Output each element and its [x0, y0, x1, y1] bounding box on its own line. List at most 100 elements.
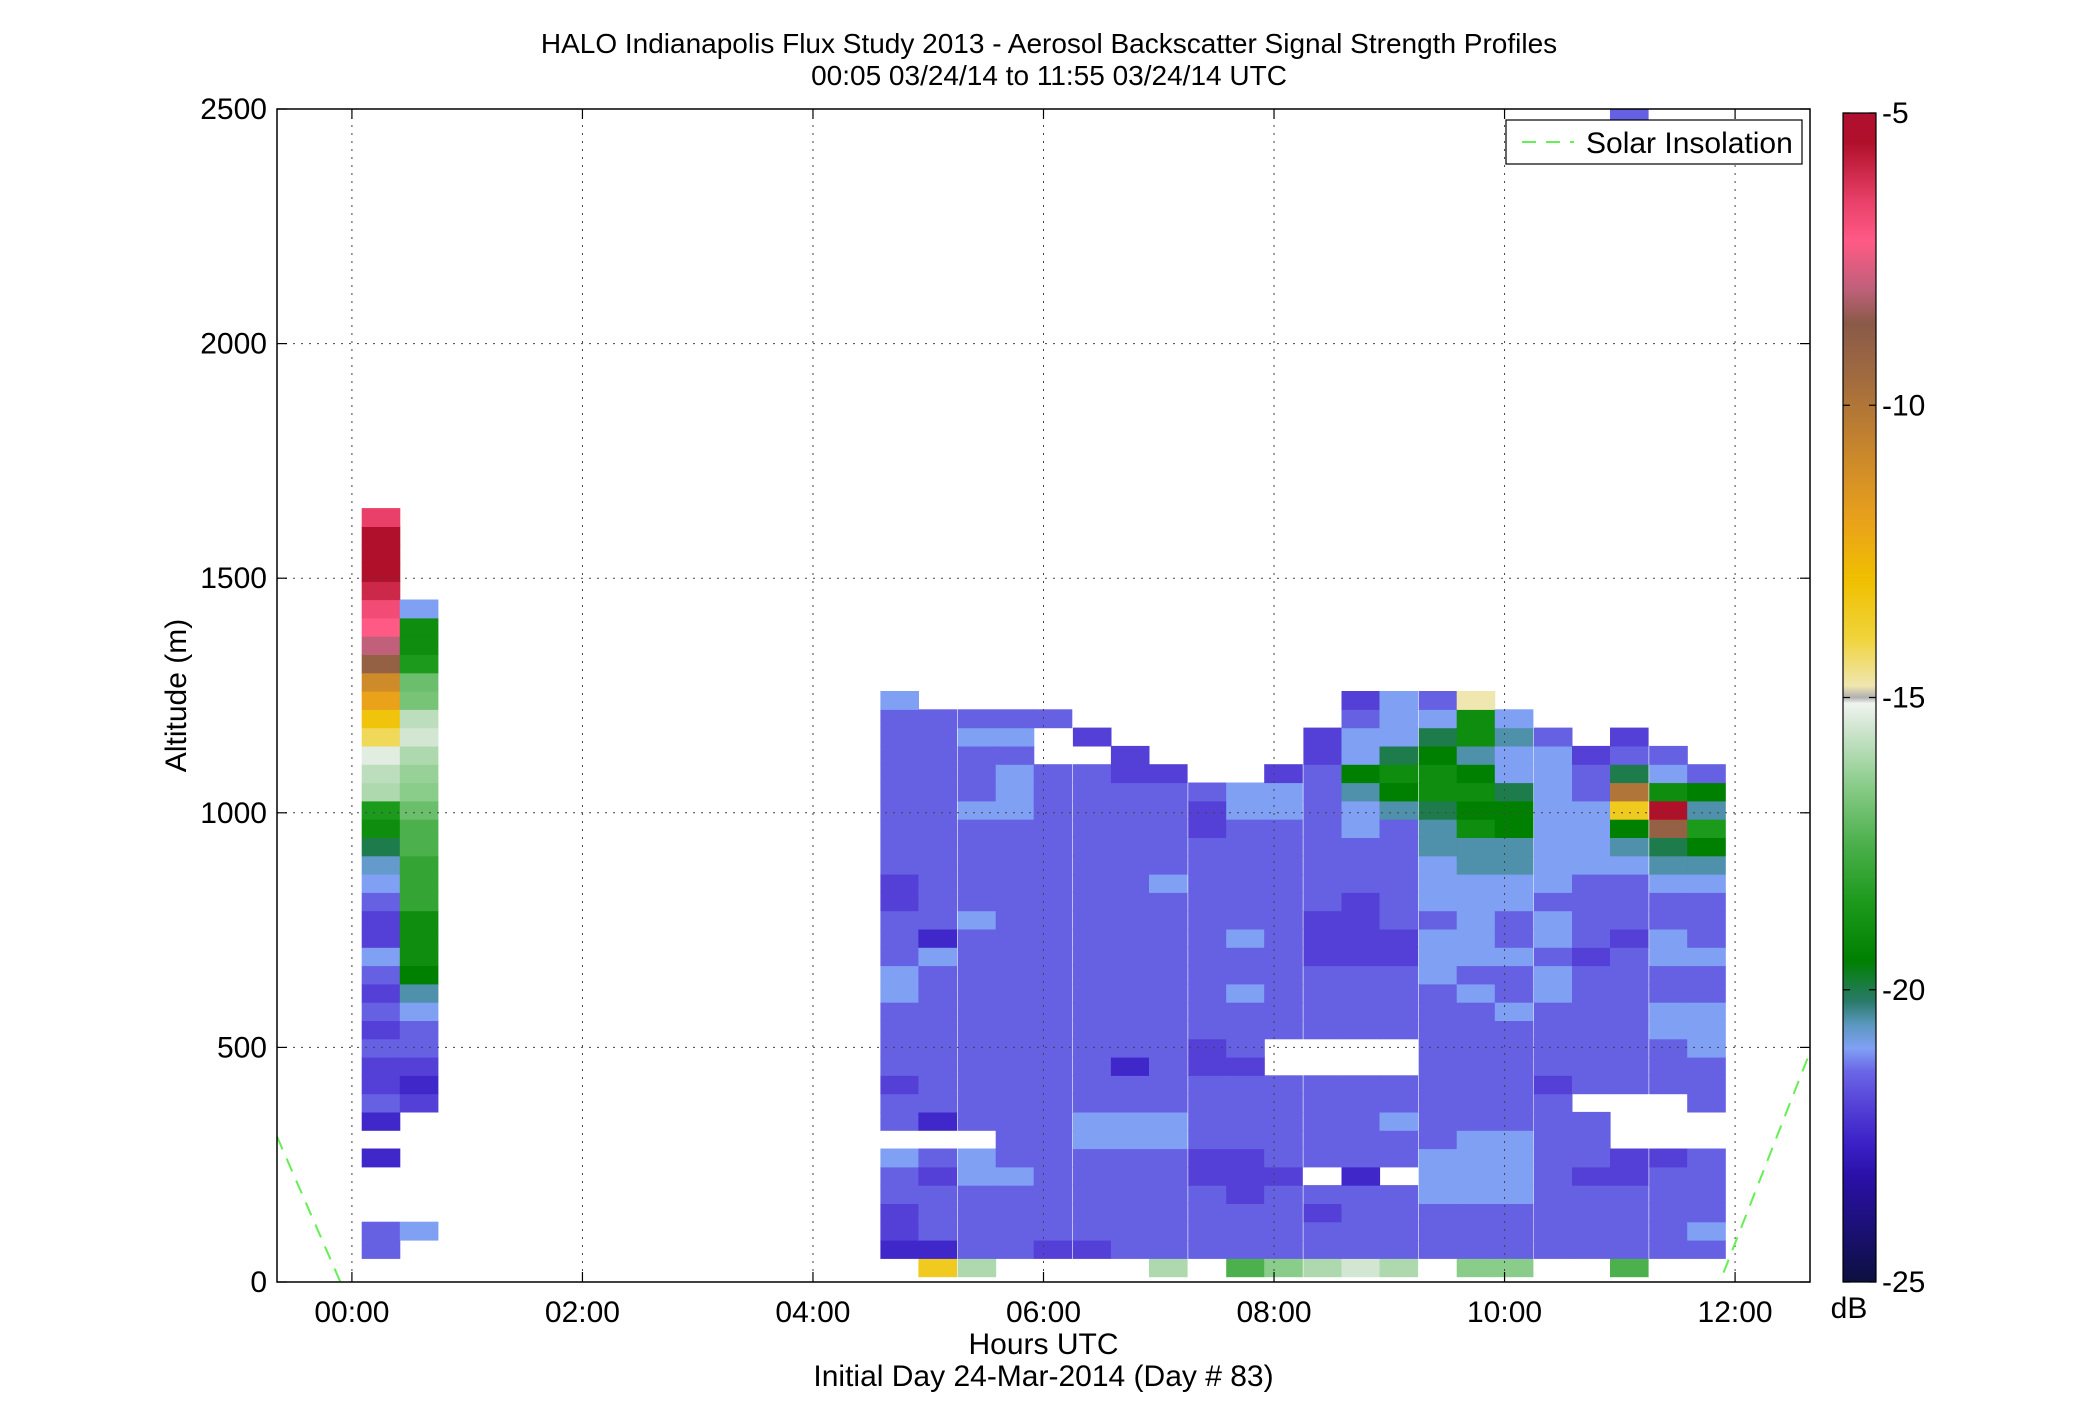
heatmap-cell [1572, 892, 1611, 912]
heatmap-cell [1418, 928, 1458, 948]
heatmap-cell [1188, 782, 1227, 802]
heatmap-cell [1456, 782, 1496, 802]
heatmap-cell [918, 1057, 957, 1076]
heatmap-cell [1379, 691, 1419, 710]
heatmap-cell [1226, 910, 1265, 930]
heatmap-cell [880, 691, 919, 710]
heatmap-cell [1533, 782, 1573, 802]
heatmap-cell [918, 1038, 957, 1058]
heatmap-cell [399, 892, 439, 912]
heatmap-cell [1264, 965, 1303, 985]
heatmap-cell [1303, 782, 1342, 802]
heatmap-cell [995, 800, 1035, 820]
heatmap-cell [1110, 947, 1150, 967]
heatmap-cell [1494, 1020, 1534, 1040]
x-tick-label: 08:00 [1236, 1296, 1311, 1329]
heatmap-cell [1072, 1002, 1112, 1021]
heatmap-cell [1264, 1002, 1303, 1021]
heatmap-cell [1110, 1002, 1150, 1021]
heatmap-cell [1418, 1148, 1458, 1168]
heatmap-cell [361, 508, 401, 527]
heatmap-cell [1072, 800, 1112, 820]
heatmap-cell [1110, 1240, 1150, 1259]
heatmap-cell [1649, 965, 1688, 985]
heatmap-cell [918, 1240, 957, 1259]
heatmap-cell [399, 1038, 439, 1058]
heatmap-cell [1226, 837, 1265, 857]
heatmap-cell [1533, 745, 1573, 765]
heatmap-cell [1341, 1258, 1381, 1278]
heatmap-cell [1610, 1166, 1649, 1186]
heatmap-cell [995, 1093, 1035, 1113]
heatmap-cell [1687, 764, 1726, 784]
heatmap-cell [1649, 1203, 1688, 1223]
heatmap-cell [1033, 983, 1073, 1003]
heatmap-cell [1533, 1185, 1573, 1204]
heatmap-cell [1303, 855, 1342, 875]
heatmap-cell [1456, 1203, 1496, 1223]
heatmap-cell [1033, 819, 1073, 838]
heatmap-cell [1379, 1185, 1419, 1204]
heatmap-cell [1188, 819, 1227, 838]
heatmap-cell [1072, 1240, 1112, 1259]
heatmap-cell [1379, 1020, 1419, 1040]
heatmap-cell [1341, 874, 1381, 893]
heatmap-cell [1072, 874, 1112, 893]
heatmap-cell [1072, 1221, 1112, 1241]
heatmap-cell [1341, 1148, 1381, 1168]
heatmap-cell [1379, 709, 1419, 729]
heatmap-cell [1149, 892, 1188, 912]
heatmap-cell [399, 1075, 439, 1095]
heatmap-cell [1072, 1057, 1112, 1076]
heatmap-cell [1264, 800, 1303, 820]
heatmap-cell [1418, 1240, 1458, 1259]
heatmap-cell [1341, 1203, 1381, 1223]
heatmap-cell [1188, 874, 1227, 893]
heatmap-cell [1033, 855, 1073, 875]
heatmap-cell [1149, 1002, 1188, 1021]
heatmap-cell [361, 544, 401, 564]
heatmap-cell [1418, 1002, 1458, 1021]
heatmap-cell [1149, 1166, 1188, 1186]
heatmap-cell [1033, 764, 1073, 784]
heatmap-cell [1494, 1240, 1534, 1259]
heatmap-cell [918, 1111, 957, 1131]
heatmap-cell [1033, 1185, 1073, 1204]
heatmap-cell [1033, 1221, 1073, 1241]
heatmap-cell [1494, 709, 1534, 729]
heatmap-cell [1494, 745, 1534, 765]
heatmap-cell [1303, 764, 1342, 784]
heatmap-cell [1494, 947, 1534, 967]
heatmap-cell [399, 947, 439, 967]
heatmap-cell [1264, 837, 1303, 857]
heatmap-cell [995, 837, 1035, 857]
heatmap-cell [1110, 892, 1150, 912]
heatmap-cell [361, 1093, 401, 1113]
heatmap-cell [1572, 928, 1611, 948]
heatmap-cell [1687, 837, 1726, 857]
heatmap-cell [1188, 892, 1227, 912]
heatmap-cell [995, 1203, 1035, 1223]
heatmap-cell [918, 837, 957, 857]
heatmap-cell [957, 1203, 997, 1223]
heatmap-cell [1418, 1166, 1458, 1186]
heatmap-cell [361, 1038, 401, 1058]
heatmap-cell [1649, 1166, 1688, 1186]
heatmap-cell [957, 1221, 997, 1241]
heatmap-cell [1341, 709, 1381, 729]
heatmap-cell [918, 983, 957, 1003]
heatmap-cell [1072, 1038, 1112, 1058]
heatmap-cell [399, 983, 439, 1003]
heatmap-cell [1572, 1020, 1611, 1040]
heatmap-cell [1110, 855, 1150, 875]
heatmap-cell [1110, 1130, 1150, 1150]
heatmap-cell [1649, 855, 1688, 875]
y-axis-label: Altitude (m) [160, 619, 193, 772]
y-tick-label: 1500 [200, 562, 267, 595]
heatmap-cell [1110, 1020, 1150, 1040]
heatmap-cell [1149, 1221, 1188, 1241]
heatmap-cell [995, 709, 1035, 729]
heatmap-cell [1033, 1148, 1073, 1168]
heatmap-cell [1418, 709, 1458, 729]
heatmap-cell [1610, 910, 1649, 930]
